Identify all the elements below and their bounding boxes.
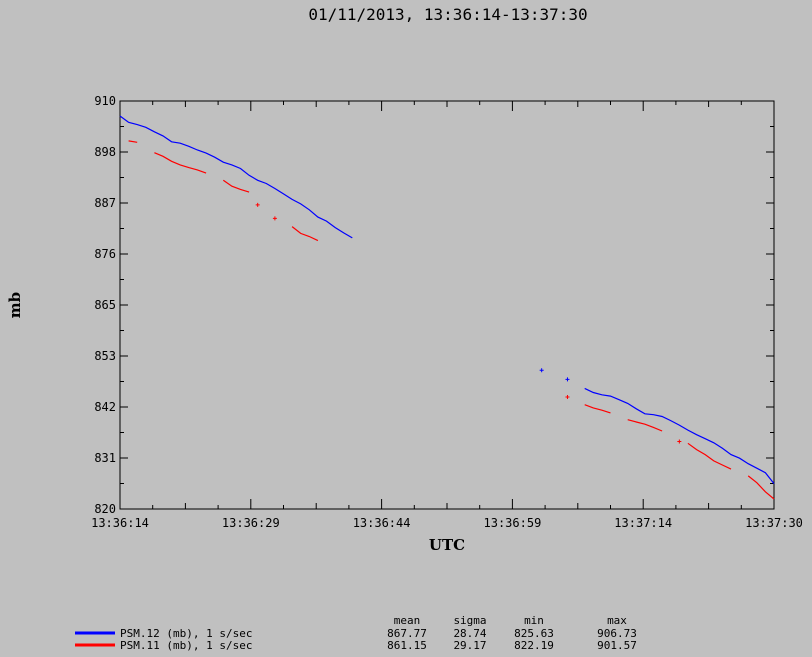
y-tick-label: 865 (94, 298, 116, 312)
x-axis: 13:36:14 13:36:29 13:36:44 13:36:59 13:37:14… (91, 101, 803, 530)
stats-value: 861.15 (387, 639, 427, 652)
y-tick-label: 831 (94, 451, 116, 465)
x-tick-label: 13:37:14 (614, 516, 672, 530)
y-tick-label: 898 (94, 145, 116, 159)
series-point-1 (272, 216, 277, 221)
series-line-0 (119, 115, 353, 239)
y-tick-label: 887 (94, 196, 116, 210)
y-tick-label: 842 (94, 400, 116, 414)
series-line-1 (291, 226, 319, 242)
stats-header: mean (394, 614, 421, 627)
stats-header: min (524, 614, 544, 627)
plot-frame (119, 100, 775, 510)
stats-value: 867.77 (387, 627, 427, 640)
series-point-0 (565, 377, 570, 382)
series-line-1 (222, 179, 250, 193)
y-tick-label: 820 (94, 502, 116, 516)
y-axis: 910 898 887 876 865 853 842 831 820 (94, 94, 774, 516)
stats-value: 822.19 (514, 639, 554, 652)
series-line-1 (154, 152, 207, 174)
y-axis-label: mb (6, 292, 24, 318)
series-point-1 (677, 439, 682, 444)
series-line-1 (627, 419, 663, 432)
series-line-1 (687, 442, 732, 470)
stats-value: 906.73 (597, 627, 637, 640)
legend-label: PSM.12 (mb), 1 s/sec (120, 627, 252, 640)
y-tick-label: 910 (94, 94, 116, 108)
series-line-1 (584, 404, 611, 414)
stats-header: sigma (453, 614, 486, 627)
series-point-0 (539, 368, 544, 373)
stats-value: 29.17 (453, 639, 486, 652)
series-line-1 (128, 140, 138, 143)
stats-table: mean sigma min max PSM.12 (mb), 1 s/sec 867.7… (75, 614, 637, 652)
series-point-1 (565, 395, 570, 400)
series-line-0 (584, 387, 775, 484)
x-tick-label: 13:36:44 (353, 516, 411, 530)
stats-value: 901.57 (597, 639, 637, 652)
y-tick-label: 853 (94, 349, 116, 363)
chart-title: 01/11/2013, 13:36:14-13:37:30 (308, 5, 587, 24)
y-tick-label: 876 (94, 247, 116, 261)
series-layer (119, 115, 775, 500)
stats-value: 825.63 (514, 627, 554, 640)
series-point-1 (255, 202, 260, 207)
stats-header: max (607, 614, 627, 627)
x-tick-label: 13:36:59 (484, 516, 542, 530)
x-axis-label: UTC (429, 536, 465, 554)
legend-label: PSM.11 (mb), 1 s/sec (120, 639, 252, 652)
x-tick-label: 13:36:29 (222, 516, 280, 530)
x-tick-label: 13:36:14 (91, 516, 149, 530)
x-tick-label: 13:37:30 (745, 516, 803, 530)
series-line-1 (747, 475, 775, 500)
stats-value: 28.74 (453, 627, 486, 640)
